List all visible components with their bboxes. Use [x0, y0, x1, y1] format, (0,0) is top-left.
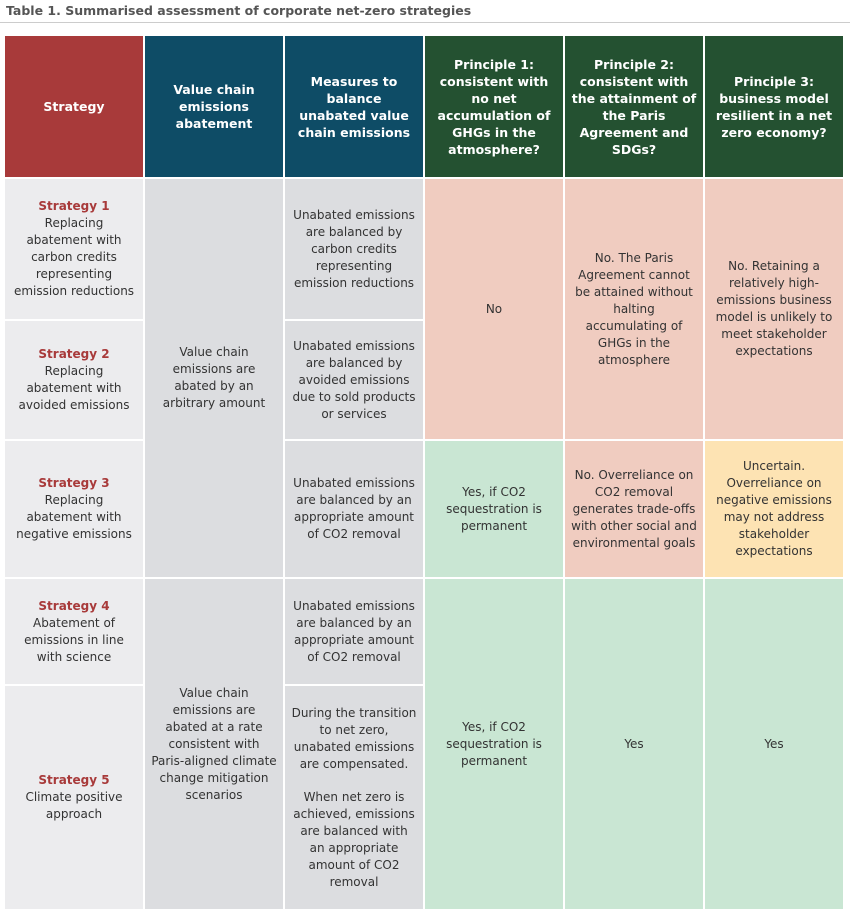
strategy-cell: Strategy 4 Abatement of emissions in line… [5, 579, 143, 684]
header: Strategy [5, 36, 143, 177]
measure-cell: Unabated emissions are balanced by avoid… [285, 321, 423, 439]
row: Strategy 5 Climate positive approach Duri… [5, 686, 843, 909]
principle-2-cell: Yes [565, 579, 703, 909]
strategy-description: Climate positive approach [25, 790, 123, 821]
strategy-name: Strategy 4 [38, 598, 110, 613]
principle-1-cell: No [425, 179, 563, 439]
principle-3-cell: Yes [705, 579, 843, 909]
principle-2-cell: No. Overreliance on CO2 removal generate… [565, 441, 703, 577]
strategy-description: Replacing abatement with negative emissi… [16, 493, 132, 541]
strategy-name: Strategy 3 [38, 476, 110, 490]
header: Principle 1: consistent with no net accu… [425, 36, 563, 177]
title-rule [0, 22, 850, 23]
measure-cell: Unabated emissions are balanced by carbo… [285, 179, 423, 319]
row: Strategy 2 Replacing abatement with avoid… [5, 321, 843, 439]
header: Principle 2: consistent with the attainm… [565, 36, 703, 177]
measure-text: Unabated emissions are balanced by carbo… [293, 207, 415, 290]
measure-cell: Unabated emissions are balanced by an ap… [285, 579, 423, 684]
strategy-name: Strategy 5 [38, 773, 110, 787]
measure-text: During the transition to net zero, unaba… [291, 705, 417, 771]
measure-text: Unabated emissions are balanced by an ap… [293, 598, 415, 664]
measure-text: When net zero is achieved, emissions are… [293, 789, 415, 889]
abatement-cell: Value chain emissions are abated by an a… [145, 179, 283, 577]
header: Principle 3: business model resilient in… [705, 36, 843, 177]
strategy-name: Strategy 1 [38, 199, 110, 213]
principle-2-cell: No. The Paris Agreement cannot be attain… [565, 179, 703, 439]
header: Value chain emissions abatement [145, 36, 283, 177]
strategy-description: Abatement of emissions in line with scie… [24, 615, 124, 664]
header: Measures to balance unabated value chain… [285, 36, 423, 177]
row: Strategy 1 Replacing abatement with carbo… [5, 179, 843, 577]
strategy-cell: Strategy 1 Replacing abatement with carbo… [5, 179, 143, 319]
principle-1-cell: Yes, if CO2 sequestration is permanent [425, 441, 563, 577]
row: Strategy 4 Abatement of emissions in line… [5, 579, 843, 909]
row: Strategy 3 Replacing abatement with negat… [5, 441, 843, 577]
header-row: Strategy Value chain emissions abatement… [5, 36, 843, 177]
principle-3-cell: Uncertain. Overreliance on negative emis… [705, 441, 843, 577]
strategy-description: Replacing abatement with carbon credits … [13, 216, 135, 298]
measure-cell: Unabated emissions are balanced by an ap… [285, 441, 423, 577]
measure-cell: During the transition to net zero, unaba… [285, 686, 423, 909]
principle-3-cell: No. Retaining a relatively high-emission… [705, 179, 843, 439]
strategy-description: Replacing abatement with avoided emissio… [18, 364, 130, 412]
assessment-table: Strategy Value chain emissions abatement… [3, 34, 845, 911]
abatement-cell: Value chain emissions are abated at a ra… [145, 579, 283, 909]
measure-text: Unabated emissions are balanced by avoid… [292, 338, 416, 421]
principle-1-cell: Yes, if CO2 sequestration is permanent [425, 579, 563, 909]
strategy-cell: Strategy 2 Replacing abatement with avoid… [5, 321, 143, 439]
table-title: Table 1. Summarised assessment of corpor… [6, 3, 472, 18]
measure-text: Unabated emissions are balanced by an ap… [293, 476, 415, 541]
strategy-cell: Strategy 5 Climate positive approach [5, 686, 143, 909]
strategy-name: Strategy 2 [38, 347, 110, 361]
strategy-cell: Strategy 3 Replacing abatement with negat… [5, 441, 143, 577]
